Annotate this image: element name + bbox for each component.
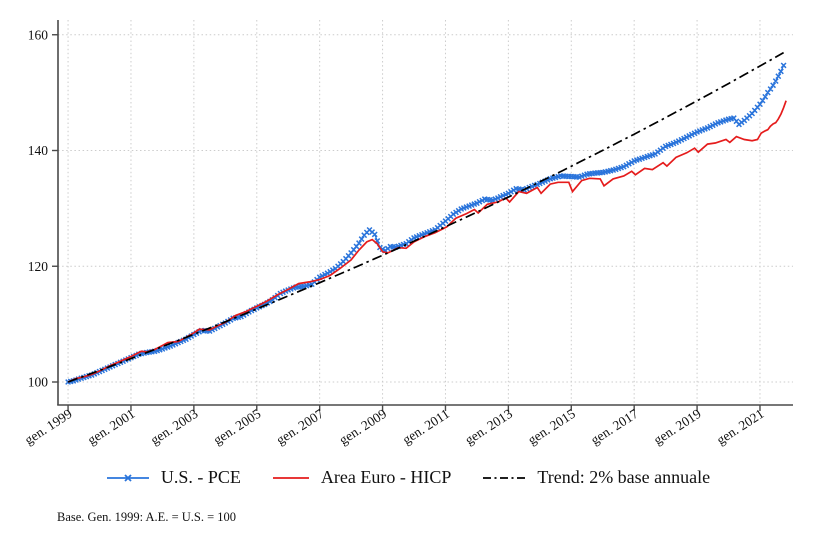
y-tick-labels: 100 120 140 160 [28,27,49,389]
y-gridlines [58,34,793,383]
chart-footnote: Base. Gen. 1999: A.E. = U.S. = 100 [57,510,237,524]
svg-text:gen. 2013: gen. 2013 [462,406,515,448]
svg-text:160: 160 [28,27,49,42]
legend-item-euro-hicp: Area Euro - HICP [271,467,451,488]
us-pce-line-sample-icon [106,473,149,482]
legend-item-trend: Trend: 2% base annuale [481,467,710,488]
pce-line [67,65,785,383]
svg-text:140: 140 [28,143,49,158]
trend-line [67,51,785,383]
svg-text:gen. 2005: gen. 2005 [211,406,264,448]
svg-text:gen. 2003: gen. 2003 [148,406,201,448]
trend-line-sample-icon [483,476,526,479]
svg-text:gen. 2021: gen. 2021 [714,406,767,448]
hicp-line [67,100,787,383]
svg-text:100: 100 [28,375,49,390]
legend-item-us-pce: U.S. - PCE [105,467,241,488]
legend-label-trend: Trend: 2% base annuale [537,467,711,487]
svg-text:gen. 1999: gen. 1999 [22,406,75,448]
legend-label-us-pce: U.S. - PCE [160,467,241,487]
svg-text:120: 120 [28,259,49,274]
svg-text:gen. 2019: gen. 2019 [651,406,704,448]
euro-hicp-line-sample-icon [272,476,309,479]
axis-ticks [52,34,761,411]
svg-text:gen. 2009: gen. 2009 [336,406,389,448]
x-gridlines [67,20,761,405]
pce-markers [65,62,787,385]
svg-text:gen. 2001: gen. 2001 [85,406,138,448]
axis-spines [57,20,793,406]
chart-legend: U.S. - PCE Area Euro - HICP Trend: 2% ba… [0,467,815,488]
svg-text:gen. 2007: gen. 2007 [273,406,326,448]
svg-text:gen. 2011: gen. 2011 [400,406,452,447]
x-tick-labels: gen. 1999 gen. 2001 gen. 2003 gen. 2005 gen.… [22,406,767,448]
svg-text:gen. 2015: gen. 2015 [525,406,578,448]
legend-label-euro-hicp: Area Euro - HICP [320,467,452,487]
svg-text:gen. 2017: gen. 2017 [588,406,641,448]
